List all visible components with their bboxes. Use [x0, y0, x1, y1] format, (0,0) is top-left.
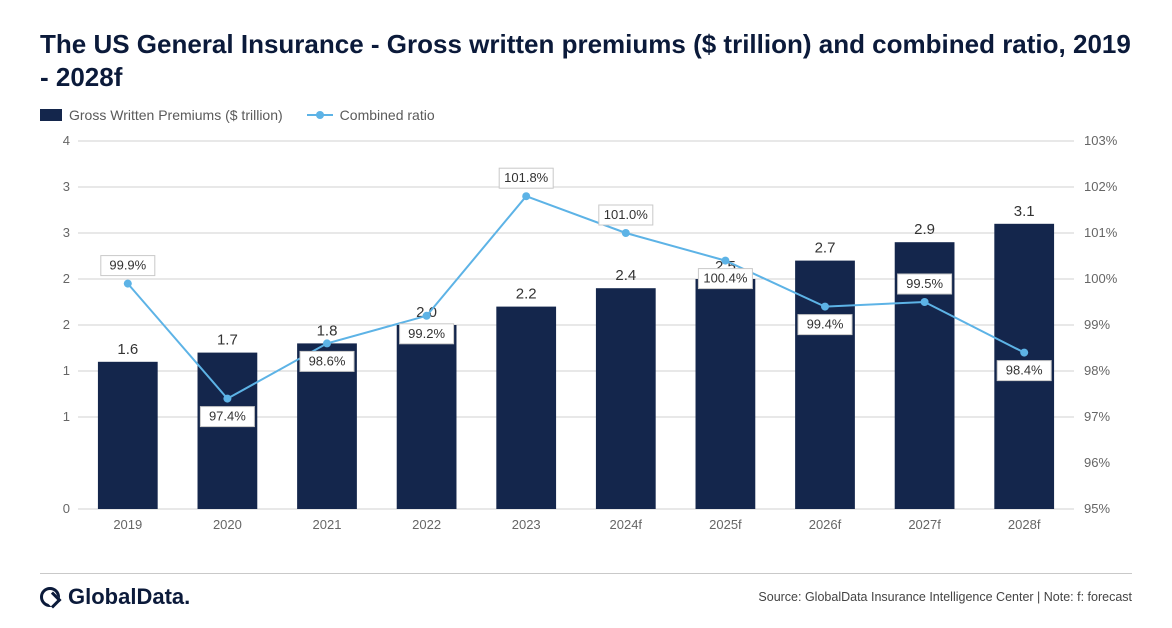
svg-text:1.7: 1.7 [217, 332, 238, 349]
svg-text:2024f: 2024f [610, 517, 643, 532]
svg-text:99.5%: 99.5% [906, 276, 943, 291]
svg-text:98%: 98% [1084, 363, 1110, 378]
svg-text:2020: 2020 [213, 517, 242, 532]
chart-area: 0 1 1 2 2 3 3 4 95% 96% 97% 98% 99% 100% 101% 102% 103% 1… [40, 131, 1132, 539]
svg-text:2025f: 2025f [709, 517, 742, 532]
svg-text:4: 4 [63, 133, 70, 148]
svg-text:99.2%: 99.2% [408, 326, 445, 341]
svg-text:98.4%: 98.4% [1006, 363, 1043, 378]
svg-text:2023: 2023 [512, 517, 541, 532]
svg-text:0: 0 [63, 501, 70, 516]
svg-text:102%: 102% [1084, 179, 1118, 194]
svg-text:2021: 2021 [313, 517, 342, 532]
svg-text:2022: 2022 [412, 517, 441, 532]
svg-text:101%: 101% [1084, 225, 1118, 240]
svg-text:2: 2 [63, 317, 70, 332]
svg-text:100.4%: 100.4% [703, 271, 748, 286]
svg-text:99.9%: 99.9% [109, 258, 146, 273]
svg-text:101.0%: 101.0% [604, 207, 649, 222]
svg-text:2027f: 2027f [908, 517, 941, 532]
footer: GlobalData. Source: GlobalData Insurance… [40, 573, 1132, 610]
legend-item-line: Combined ratio [307, 107, 435, 123]
legend-line-label: Combined ratio [340, 107, 435, 123]
svg-text:3.1: 3.1 [1014, 203, 1035, 220]
svg-text:1: 1 [63, 409, 70, 424]
legend-bars-label: Gross Written Premiums ($ trillion) [69, 107, 283, 123]
source-note: Source: GlobalData Insurance Intelligenc… [758, 590, 1132, 604]
chart-title: The US General Insurance - Gross written… [40, 28, 1132, 93]
svg-text:2019: 2019 [113, 517, 142, 532]
svg-text:2028f: 2028f [1008, 517, 1041, 532]
svg-text:2026f: 2026f [809, 517, 842, 532]
logo-text: GlobalData. [68, 584, 190, 610]
svg-text:2.9: 2.9 [914, 221, 935, 238]
svg-text:95%: 95% [1084, 501, 1110, 516]
brand-logo: GlobalData. [40, 584, 190, 610]
legend: Gross Written Premiums ($ trillion) Comb… [40, 107, 1132, 123]
bar-swatch-icon [40, 109, 62, 121]
svg-text:3: 3 [63, 179, 70, 194]
chart-svg: 0 1 1 2 2 3 3 4 95% 96% 97% 98% 99% 100% 101% 102% 103% 1… [40, 131, 1132, 539]
svg-text:99%: 99% [1084, 317, 1110, 332]
svg-text:1.6: 1.6 [117, 341, 138, 358]
svg-text:2.2: 2.2 [516, 286, 537, 303]
legend-item-bars: Gross Written Premiums ($ trillion) [40, 107, 283, 123]
svg-text:97%: 97% [1084, 409, 1110, 424]
svg-text:99.4%: 99.4% [807, 317, 844, 332]
svg-text:103%: 103% [1084, 133, 1118, 148]
svg-text:3: 3 [63, 225, 70, 240]
svg-text:101.8%: 101.8% [504, 170, 549, 185]
svg-text:96%: 96% [1084, 455, 1110, 470]
svg-text:2: 2 [63, 271, 70, 286]
globaldata-icon [40, 587, 60, 607]
svg-text:2.4: 2.4 [615, 267, 636, 284]
svg-text:2.7: 2.7 [815, 240, 836, 257]
svg-text:1: 1 [63, 363, 70, 378]
svg-text:97.4%: 97.4% [209, 409, 246, 424]
svg-text:1.8: 1.8 [317, 322, 338, 339]
line-swatch-icon [307, 114, 333, 116]
svg-text:98.6%: 98.6% [309, 353, 346, 368]
svg-text:100%: 100% [1084, 271, 1118, 286]
